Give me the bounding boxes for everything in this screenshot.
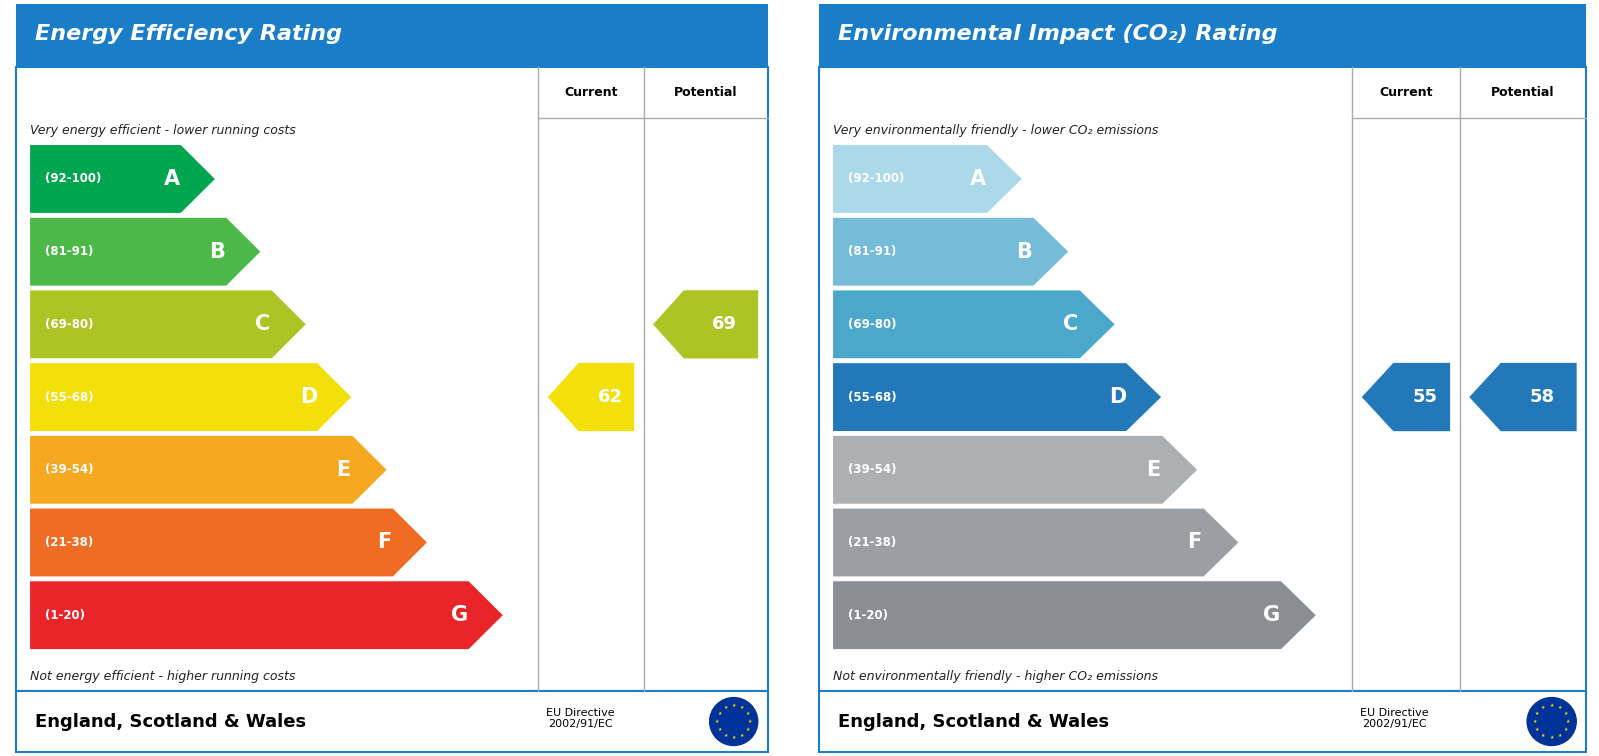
Text: A: A	[971, 169, 987, 189]
Polygon shape	[833, 217, 1070, 287]
Text: 55: 55	[1414, 388, 1438, 406]
Bar	[16, 4, 768, 67]
Text: B: B	[1017, 242, 1033, 262]
Text: ★: ★	[1564, 711, 1569, 716]
Text: Very energy efficient - lower running costs: Very energy efficient - lower running co…	[29, 124, 296, 137]
Polygon shape	[652, 290, 758, 359]
Text: England, Scotland & Wales: England, Scotland & Wales	[838, 713, 1110, 730]
Text: (81-91): (81-91)	[45, 245, 93, 259]
Polygon shape	[29, 144, 216, 213]
Text: G: G	[1263, 606, 1281, 625]
Text: ★: ★	[1557, 733, 1562, 738]
Text: Not energy efficient - higher running costs: Not energy efficient - higher running co…	[29, 671, 294, 683]
Polygon shape	[833, 508, 1239, 577]
Polygon shape	[29, 508, 429, 577]
Bar	[819, 67, 1586, 691]
Text: 58: 58	[1530, 388, 1556, 406]
Text: (92-100): (92-100)	[847, 172, 903, 185]
Text: Current: Current	[1378, 86, 1433, 99]
Text: Energy Efficiency Rating: Energy Efficiency Rating	[35, 24, 342, 45]
Text: ★: ★	[718, 711, 721, 716]
Text: England, Scotland & Wales: England, Scotland & Wales	[35, 713, 305, 730]
Text: ★: ★	[1535, 711, 1540, 716]
Text: ★: ★	[723, 733, 728, 738]
Text: ★: ★	[1564, 727, 1569, 732]
Polygon shape	[29, 217, 261, 287]
Text: EU Directive
2002/91/EC: EU Directive 2002/91/EC	[545, 708, 614, 730]
Text: ★: ★	[740, 705, 744, 710]
Text: (39-54): (39-54)	[45, 463, 93, 476]
Polygon shape	[833, 435, 1198, 504]
Polygon shape	[1361, 363, 1450, 432]
Circle shape	[1527, 698, 1577, 745]
Circle shape	[710, 698, 758, 745]
Text: (92-100): (92-100)	[45, 172, 101, 185]
Text: (69-80): (69-80)	[847, 318, 897, 331]
Text: Current: Current	[564, 86, 617, 99]
Text: ★: ★	[1565, 719, 1570, 724]
Text: C: C	[1063, 314, 1078, 334]
Polygon shape	[29, 435, 387, 504]
Text: (81-91): (81-91)	[847, 245, 895, 259]
Text: G: G	[451, 606, 469, 625]
Bar	[819, 4, 1586, 67]
Text: Not environmentally friendly - higher CO₂ emissions: Not environmentally friendly - higher CO…	[833, 671, 1158, 683]
Text: ★: ★	[1533, 719, 1537, 724]
Polygon shape	[547, 363, 635, 432]
Text: ★: ★	[715, 719, 720, 724]
Polygon shape	[833, 363, 1162, 432]
Text: ★: ★	[1535, 727, 1540, 732]
Text: (21-38): (21-38)	[45, 536, 93, 549]
Text: ★: ★	[723, 705, 728, 710]
Polygon shape	[833, 581, 1316, 649]
Text: ★: ★	[1541, 705, 1546, 710]
Text: ★: ★	[731, 703, 736, 708]
Bar	[16, 67, 768, 691]
Polygon shape	[29, 290, 307, 359]
Text: E: E	[1146, 460, 1161, 480]
Text: B: B	[209, 242, 225, 262]
Text: ★: ★	[745, 711, 750, 716]
Text: ★: ★	[1549, 736, 1554, 740]
Text: ★: ★	[1549, 703, 1554, 708]
Text: 69: 69	[713, 315, 737, 333]
Text: (69-80): (69-80)	[45, 318, 93, 331]
Text: Potential: Potential	[673, 86, 737, 99]
Text: (39-54): (39-54)	[847, 463, 897, 476]
Text: C: C	[256, 314, 270, 334]
Text: ★: ★	[740, 733, 744, 738]
Text: ★: ★	[745, 727, 750, 732]
Text: (21-38): (21-38)	[847, 536, 895, 549]
Text: Environmental Impact (CO₂) Rating: Environmental Impact (CO₂) Rating	[838, 24, 1278, 45]
Text: ★: ★	[731, 736, 736, 740]
Polygon shape	[833, 290, 1116, 359]
Text: D: D	[299, 387, 317, 407]
Text: (55-68): (55-68)	[847, 391, 897, 404]
Text: ★: ★	[718, 727, 721, 732]
Text: ★: ★	[1541, 733, 1546, 738]
Polygon shape	[1469, 363, 1577, 432]
Polygon shape	[29, 363, 352, 432]
Text: ★: ★	[748, 719, 752, 724]
Text: Potential: Potential	[1492, 86, 1554, 99]
Bar	[16, 691, 768, 752]
Text: Very environmentally friendly - lower CO₂ emissions: Very environmentally friendly - lower CO…	[833, 124, 1158, 137]
Text: 62: 62	[598, 388, 622, 406]
Polygon shape	[29, 581, 504, 649]
Polygon shape	[833, 144, 1023, 213]
Text: (1-20): (1-20)	[45, 609, 85, 621]
Bar	[819, 691, 1586, 752]
Text: (1-20): (1-20)	[847, 609, 887, 621]
Text: F: F	[1188, 532, 1202, 553]
Text: F: F	[377, 532, 392, 553]
Text: ★: ★	[1557, 705, 1562, 710]
Text: D: D	[1108, 387, 1126, 407]
Text: EU Directive
2002/91/EC: EU Directive 2002/91/EC	[1359, 708, 1428, 730]
Text: E: E	[337, 460, 350, 480]
Text: (55-68): (55-68)	[45, 391, 93, 404]
Text: A: A	[165, 169, 181, 189]
